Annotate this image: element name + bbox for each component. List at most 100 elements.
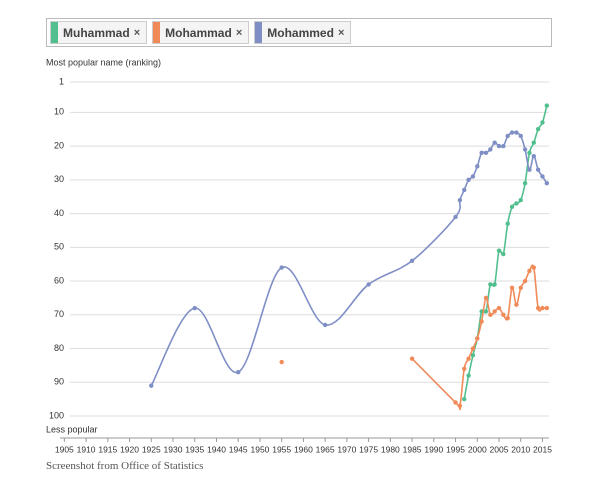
data-point <box>488 282 493 287</box>
data-point <box>479 319 484 324</box>
data-point <box>522 147 528 152</box>
x-tick-label: 1945 <box>229 444 248 454</box>
data-point <box>466 373 471 378</box>
data-point <box>322 322 328 328</box>
data-point <box>540 305 545 311</box>
tag-label: Muhammad <box>63 25 130 40</box>
x-tick-label: 1915 <box>98 444 117 454</box>
series-line <box>463 105 548 400</box>
data-point <box>535 127 541 132</box>
data-point <box>192 305 197 311</box>
data-point <box>479 150 484 156</box>
data-point <box>236 369 241 375</box>
data-point <box>279 265 284 270</box>
name-filter[interactable]: Muhammad × Mohammad × Mohammed × <box>46 18 552 47</box>
data-point <box>483 150 489 156</box>
data-point <box>544 103 550 108</box>
data-point <box>514 302 519 307</box>
filter-tag: Muhammad × <box>50 21 148 44</box>
data-point <box>466 356 471 361</box>
data-point <box>518 285 523 290</box>
data-point <box>531 140 536 145</box>
data-point <box>453 400 458 405</box>
tag-swatch <box>255 22 263 43</box>
x-tick-label: 1995 <box>446 444 465 454</box>
data-point <box>544 305 550 311</box>
data-point <box>488 312 493 317</box>
data-point <box>470 353 476 358</box>
x-tick-label: 2015 <box>533 444 552 454</box>
data-point <box>544 181 550 186</box>
data-point <box>540 174 545 179</box>
data-point <box>509 285 515 290</box>
x-tick-label: 1950 <box>250 444 269 454</box>
x-tick-label: 2010 <box>511 444 530 454</box>
remove-button[interactable]: × <box>133 26 141 39</box>
data-point <box>366 282 371 287</box>
data-point <box>505 315 510 321</box>
data-point <box>409 356 415 361</box>
x-tick-label: 1940 <box>207 444 226 454</box>
data-point <box>492 282 497 287</box>
tag-label: Mohammed <box>267 25 334 40</box>
tag-swatch <box>51 22 58 43</box>
data-point <box>488 147 493 152</box>
data-point <box>466 177 471 183</box>
y-bottom-label: Less popular <box>46 424 98 434</box>
data-point <box>492 140 497 145</box>
data-point <box>505 221 510 226</box>
y-tick-label: 80 <box>54 343 64 353</box>
x-tick-label: 1970 <box>337 444 356 454</box>
remove-button[interactable]: × <box>337 26 345 39</box>
x-tick-label: 1910 <box>77 444 96 454</box>
x-tick-label: 1990 <box>424 444 443 454</box>
data-point <box>496 143 502 149</box>
remove-button[interactable]: × <box>235 26 243 39</box>
data-point <box>470 174 476 179</box>
data-point <box>531 154 536 159</box>
x-tick-label: 1955 <box>272 444 291 454</box>
data-point <box>457 197 463 203</box>
data-point <box>527 150 532 156</box>
data-point <box>535 167 541 172</box>
y-tick-label: 10 <box>54 107 64 117</box>
data-point <box>501 143 506 149</box>
x-tick-label: 1985 <box>403 444 422 454</box>
data-point <box>496 248 502 253</box>
data-point <box>527 268 532 274</box>
data-point <box>535 305 541 311</box>
data-point <box>483 295 489 301</box>
data-point <box>475 336 480 341</box>
y-tick-label: 1 <box>59 76 64 86</box>
x-tick-label: 1975 <box>359 444 378 454</box>
x-tick-label: 2000 <box>468 444 487 454</box>
tag-swatch <box>153 22 161 43</box>
tag-label: Mohammad <box>165 25 232 40</box>
filter-tag: Mohammad × <box>152 21 250 44</box>
y-tick-label: 90 <box>54 377 64 387</box>
data-point <box>453 214 458 220</box>
data-point <box>514 201 519 206</box>
data-point <box>475 164 480 169</box>
y-tick-label: 50 <box>54 242 64 252</box>
data-point <box>509 130 515 135</box>
data-point <box>518 133 523 139</box>
x-tick-label: 2005 <box>490 444 509 454</box>
y-tick-label: 60 <box>54 275 64 285</box>
filter-tag: Mohammed × <box>254 21 352 44</box>
data-point <box>527 167 532 172</box>
x-tick-label: 1905 <box>55 444 74 454</box>
x-tick-label: 1925 <box>142 444 161 454</box>
data-point <box>462 366 467 371</box>
data-point <box>518 197 523 203</box>
data-point <box>522 278 528 284</box>
series-line <box>411 264 547 411</box>
x-tick-label: 1930 <box>164 444 183 454</box>
y-tick-label: 100 <box>49 410 64 420</box>
data-point <box>501 312 506 317</box>
data-point <box>279 359 284 365</box>
x-tick-label: 1965 <box>316 444 335 454</box>
x-tick-label: 1960 <box>294 444 313 454</box>
